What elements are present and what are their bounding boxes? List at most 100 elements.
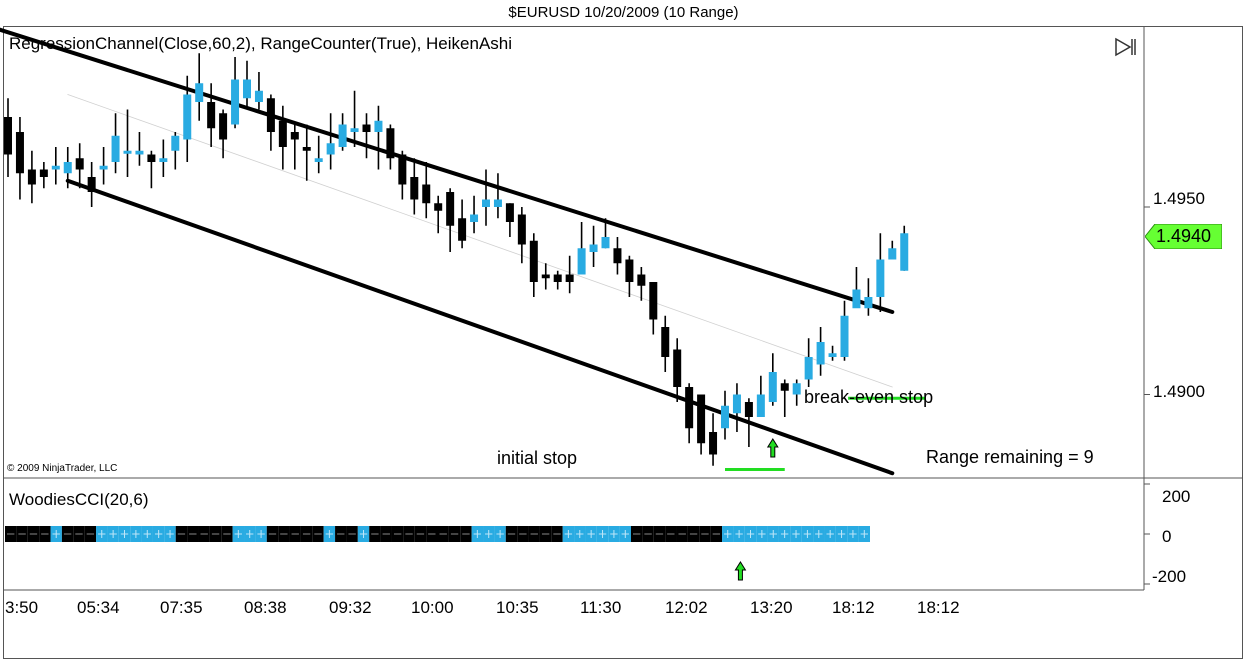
candle-body bbox=[231, 79, 240, 125]
candle-body bbox=[876, 259, 885, 297]
candle-body bbox=[39, 169, 48, 177]
candle-body bbox=[4, 117, 12, 155]
candle-body bbox=[314, 158, 323, 162]
candle-body bbox=[266, 98, 275, 132]
candle-body bbox=[505, 203, 514, 222]
candle-body bbox=[350, 128, 359, 132]
initial-stop-label: initial stop bbox=[497, 448, 578, 468]
up-arrow-icon bbox=[766, 438, 779, 458]
candle-body bbox=[482, 199, 490, 207]
candle-body bbox=[697, 394, 706, 444]
cci-panel-title: WoodiesCCI(20,6) bbox=[9, 490, 149, 509]
candle-body bbox=[541, 274, 550, 279]
cci-tick-label: 0 bbox=[1162, 527, 1172, 546]
candle-body bbox=[565, 274, 574, 282]
candle-body bbox=[709, 432, 718, 455]
channel-lower-band bbox=[65, 178, 895, 476]
price-tick-label: 1.4900 bbox=[1153, 382, 1205, 401]
candle-body bbox=[493, 199, 502, 207]
cci-signal-arrow bbox=[734, 561, 747, 581]
channel-midline bbox=[67, 94, 893, 388]
candle-body bbox=[207, 102, 216, 129]
candle-body bbox=[75, 158, 84, 170]
candle-body bbox=[15, 132, 24, 174]
candle-body bbox=[625, 259, 634, 282]
candle-body bbox=[888, 248, 897, 260]
candle-body bbox=[721, 405, 729, 429]
price-tick-label: 1.4950 bbox=[1153, 189, 1205, 208]
candle-body bbox=[828, 353, 837, 357]
candle-body bbox=[410, 177, 419, 200]
candle-body bbox=[756, 394, 765, 417]
candle-body bbox=[553, 274, 562, 282]
candle-body bbox=[768, 372, 777, 402]
signal-arrows bbox=[734, 438, 779, 581]
time-tick-label: 18:12 bbox=[917, 598, 960, 617]
time-tick-label: 11:30 bbox=[580, 598, 622, 617]
up-arrow-icon bbox=[734, 561, 747, 581]
candle-body bbox=[637, 274, 646, 286]
last-price-value: 1.4940 bbox=[1156, 226, 1212, 246]
candle-body bbox=[183, 94, 192, 140]
time-tick-label: 07:35 bbox=[160, 598, 203, 617]
time-tick-label: 09:32 bbox=[329, 598, 372, 617]
candle-body bbox=[422, 184, 431, 204]
last-price-badge bbox=[1145, 224, 1222, 249]
candle-body bbox=[852, 289, 861, 309]
window-title: $EURUSD 10/20/2009 (10 Range) bbox=[508, 4, 739, 21]
regression-channel bbox=[0, 27, 895, 476]
candle-body bbox=[51, 165, 60, 170]
price-axis-ticks bbox=[1144, 206, 1150, 585]
stop-lines bbox=[725, 396, 926, 471]
candle-body bbox=[374, 120, 383, 132]
candle-body bbox=[673, 349, 682, 387]
candle-body bbox=[362, 124, 371, 132]
candle-body bbox=[613, 248, 622, 264]
candle-body bbox=[302, 147, 311, 151]
chart-frame bbox=[3, 26, 1243, 659]
candle-body bbox=[685, 387, 694, 429]
candle-body bbox=[816, 342, 825, 365]
candle-body bbox=[243, 79, 251, 99]
candle-body bbox=[601, 237, 610, 249]
candle-body bbox=[290, 132, 299, 140]
candle-body bbox=[386, 128, 395, 159]
channel-upper-band bbox=[0, 27, 895, 314]
candle-body bbox=[254, 90, 263, 102]
candle-body bbox=[661, 327, 670, 357]
candle-body bbox=[470, 214, 479, 222]
candle-body bbox=[649, 282, 658, 320]
price-panel-title: RegressionChannel(Close,60,2), RangeCoun… bbox=[9, 34, 513, 53]
candle-body bbox=[458, 218, 467, 241]
candle-body bbox=[219, 113, 228, 140]
cci-histogram bbox=[5, 526, 870, 542]
entry-signal-arrow bbox=[766, 438, 779, 458]
break-even-stop-label: break-even stop bbox=[804, 387, 934, 407]
candle-body bbox=[577, 248, 586, 275]
candle-body bbox=[195, 83, 204, 102]
candle-body bbox=[398, 154, 407, 185]
time-tick-label: 05:34 bbox=[77, 598, 120, 617]
candle-body bbox=[840, 315, 849, 357]
time-tick-label: 13:20 bbox=[750, 598, 793, 617]
candle-body bbox=[338, 124, 347, 147]
copyright-notice: © 2009 NinjaTrader, LLC bbox=[7, 463, 118, 474]
candle-body bbox=[87, 177, 96, 192]
candle-body bbox=[278, 120, 287, 147]
time-tick-label: 10:35 bbox=[496, 598, 539, 617]
candle-body bbox=[589, 244, 598, 252]
range-remaining-label: Range remaining = 9 bbox=[926, 447, 1094, 467]
candle-body bbox=[864, 297, 873, 309]
candle-body bbox=[159, 158, 168, 162]
candle-body bbox=[792, 383, 801, 395]
candle-body bbox=[732, 394, 741, 414]
candle-body bbox=[434, 203, 443, 211]
cci-tick-label: -200 bbox=[1152, 567, 1187, 586]
candle-body bbox=[135, 150, 144, 155]
time-tick-label: 08:38 bbox=[244, 598, 287, 617]
play-to-end-icon[interactable] bbox=[1113, 36, 1137, 58]
candle-body bbox=[446, 192, 455, 226]
candle-body bbox=[804, 357, 813, 380]
time-tick-label: 3:50 bbox=[5, 598, 39, 617]
